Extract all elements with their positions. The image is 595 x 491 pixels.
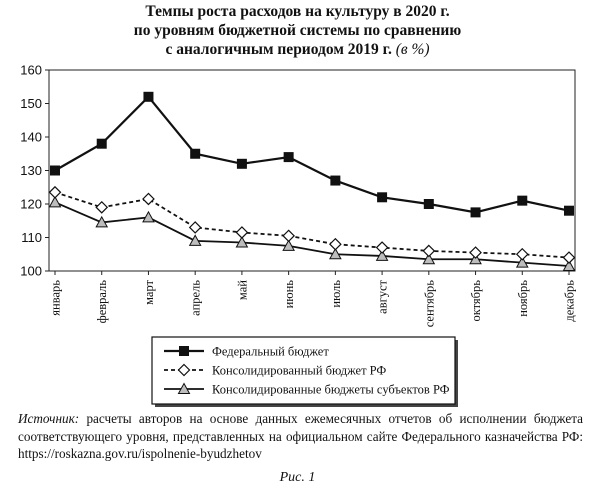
legend-marker [179, 346, 189, 356]
data-point [515, 247, 529, 261]
y-tick-label: 150 [20, 96, 42, 111]
data-point [422, 252, 436, 265]
data-point [515, 256, 529, 268]
data-point [48, 185, 62, 199]
data-point [564, 205, 574, 216]
data-point [423, 199, 434, 209]
chart-title: Темпы роста расходов на культуру в 2020 … [0, 2, 595, 59]
x-tick-label: ноябрь [516, 280, 530, 317]
chart-title-line-2: по уровням бюджетной системы по сравнени… [133, 22, 462, 39]
x-tick-label: март [142, 279, 156, 304]
chart-title-line-1: Темпы роста расходов на культуру в 2020 … [145, 3, 450, 20]
series-line [54, 191, 570, 259]
y-tick-label: 100 [20, 264, 42, 279]
x-tick-label: февраль [95, 280, 109, 324]
x-tick-label: июль [329, 280, 343, 308]
series-line [54, 95, 570, 214]
data-point [236, 158, 247, 169]
data-point [469, 246, 482, 259]
data-point [329, 247, 342, 260]
legend-label: Федеральный бюджет [212, 345, 329, 359]
legend-label: Консолидированный бюджет РФ [212, 364, 386, 378]
data-point [142, 210, 155, 223]
data-point [422, 244, 436, 258]
y-tick-label: 110 [21, 230, 42, 245]
data-point [282, 229, 295, 243]
x-tick-label: июнь [282, 280, 296, 309]
x-tick-label: апрель [189, 280, 203, 316]
x-tick-label: сентябрь [422, 280, 436, 328]
data-point [95, 201, 109, 214]
data-point [375, 249, 389, 261]
data-point [283, 152, 294, 163]
data-point [517, 195, 528, 206]
data-point [50, 165, 60, 176]
data-point [377, 192, 388, 203]
legend-label: Консолидированные бюджеты субъектов РФ [212, 383, 450, 397]
data-point [282, 239, 295, 251]
series-line [54, 201, 570, 267]
x-tick-label: январь [49, 280, 63, 316]
y-tick-label: 130 [20, 163, 42, 178]
chart-title-unit: (в %) [395, 41, 430, 58]
data-point [188, 221, 202, 234]
data-point [330, 175, 341, 186]
data-point [95, 215, 109, 228]
x-tick-label: декабрь [563, 280, 577, 322]
legend-marker [177, 382, 191, 394]
y-tick-label: 140 [20, 130, 42, 145]
x-tick-label: май [235, 280, 249, 300]
data-point [96, 138, 107, 149]
data-point [190, 148, 201, 159]
data-point [375, 241, 389, 254]
data-point [235, 235, 249, 248]
chart-title-line-3: с аналогичным периодом 2019 г. (в %) [0, 40, 595, 59]
x-tick-label: август [376, 279, 390, 313]
data-point [143, 91, 154, 102]
data-point [235, 226, 249, 239]
data-point [48, 195, 62, 208]
data-point [142, 192, 155, 206]
source-lead: Источник: [18, 411, 80, 426]
source-text: расчеты авторов на основе данных ежемеся… [18, 411, 583, 461]
legend-marker [177, 363, 191, 377]
y-tick-label: 160 [20, 63, 42, 78]
data-point [188, 234, 202, 246]
data-point [562, 251, 576, 264]
y-tick-label: 120 [20, 197, 42, 212]
x-tick-label: октябрь [469, 280, 483, 322]
data-point [329, 237, 342, 251]
data-point [470, 207, 481, 218]
data-point [562, 259, 576, 271]
chart-title-line-3-text: с аналогичным периодом 2019 г. [165, 41, 392, 58]
source-note: Источник: расчеты авторов на основе данн… [18, 410, 583, 463]
figure-caption: Рис. 1 [279, 470, 316, 485]
